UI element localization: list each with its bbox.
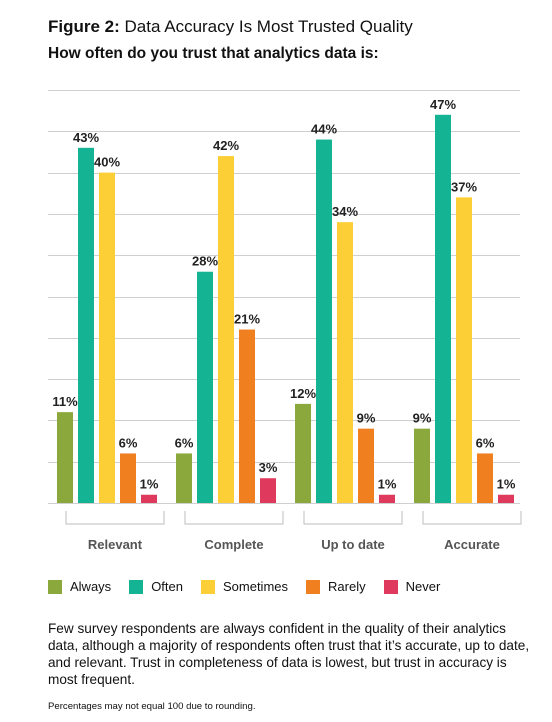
chart-title: Figure 2: Data Accuracy Is Most Trusted … bbox=[48, 16, 413, 38]
bar-often-accurate bbox=[435, 114, 451, 503]
bar-always-relevant bbox=[57, 412, 73, 503]
legend-swatch bbox=[129, 579, 144, 594]
bar-sometimes-relevant bbox=[99, 172, 115, 503]
value-label: 12% bbox=[290, 386, 316, 401]
bar-often-relevant bbox=[78, 147, 94, 503]
legend-swatch bbox=[383, 579, 398, 594]
bar-always-up-to-date bbox=[295, 403, 311, 503]
bar-often-up-to-date bbox=[316, 139, 332, 503]
figure-title: Data Accuracy Is Most Trusted Quality bbox=[124, 17, 413, 36]
legend-label: Never bbox=[405, 579, 441, 594]
category-bracket bbox=[184, 511, 284, 525]
value-label: 40% bbox=[94, 155, 120, 170]
value-label: 6% bbox=[175, 435, 194, 450]
category-label: Relevant bbox=[88, 537, 143, 552]
value-label: 3% bbox=[259, 460, 278, 475]
value-label: 6% bbox=[476, 435, 495, 450]
bar-never-relevant bbox=[141, 494, 157, 503]
legend-item-always: Always bbox=[48, 579, 111, 594]
bar-never-complete bbox=[260, 478, 276, 503]
value-label: 1% bbox=[497, 477, 516, 492]
category-label: Accurate bbox=[444, 537, 500, 552]
bar-chart: 11% 43% 40% 6% 1% 6% 28% 42% 21% 3% 12% 44% 34% 9% 1% 9… bbox=[48, 90, 522, 552]
value-label: 6% bbox=[119, 435, 138, 450]
value-label: 21% bbox=[234, 312, 260, 327]
value-label: 9% bbox=[413, 411, 432, 426]
bar-sometimes-accurate bbox=[456, 197, 472, 503]
category-bracket bbox=[65, 511, 165, 525]
value-label: 11% bbox=[52, 394, 78, 409]
value-label: 28% bbox=[192, 254, 218, 269]
legend-label: Often bbox=[151, 579, 183, 594]
value-label: 1% bbox=[378, 477, 397, 492]
chart-subtitle: How often do you trust that analytics da… bbox=[48, 45, 379, 62]
bar-never-up-to-date bbox=[379, 494, 395, 503]
legend-swatch bbox=[306, 579, 321, 594]
bar-sometimes-up-to-date bbox=[337, 222, 353, 503]
bar-always-accurate bbox=[414, 428, 430, 503]
bar-often-complete bbox=[197, 271, 213, 503]
bar-sometimes-complete bbox=[218, 156, 234, 503]
category-label: Complete bbox=[204, 537, 263, 552]
bar-rarely-relevant bbox=[120, 453, 136, 503]
legend-item-rarely: Rarely bbox=[306, 579, 366, 594]
bar-rarely-accurate bbox=[477, 453, 493, 503]
bar-always-complete bbox=[176, 453, 192, 503]
legend-label: Rarely bbox=[328, 579, 366, 594]
value-label: 1% bbox=[140, 477, 159, 492]
value-label: 9% bbox=[357, 411, 376, 426]
category-bracket bbox=[303, 511, 403, 525]
value-label: 44% bbox=[311, 122, 337, 137]
legend-item-never: Never bbox=[383, 579, 441, 594]
legend-swatch bbox=[200, 579, 215, 594]
legend: Always Often Sometimes Rarely Never bbox=[48, 579, 458, 594]
value-label: 47% bbox=[430, 97, 456, 112]
value-labels: 11% 43% 40% 6% 1% 6% 28% 42% 21% 3% 12% 44% 34% 9% 1% 9… bbox=[52, 97, 515, 492]
value-label: 42% bbox=[213, 138, 239, 153]
figure-label: Figure 2: bbox=[48, 17, 120, 36]
legend-label: Always bbox=[70, 579, 112, 594]
legend-item-often: Often bbox=[129, 579, 183, 594]
x-axis: Relevant Complete Up to date Accurate bbox=[65, 511, 522, 552]
legend-swatch bbox=[48, 579, 62, 594]
value-label: 34% bbox=[332, 204, 358, 219]
value-label: 37% bbox=[451, 179, 477, 194]
bar-rarely-up-to-date bbox=[358, 428, 374, 503]
description-text: Few survey respondents are always confid… bbox=[48, 621, 530, 687]
legend-item-sometimes: Sometimes bbox=[200, 579, 289, 594]
bar-rarely-complete bbox=[239, 329, 255, 503]
legend-label: Sometimes bbox=[222, 579, 289, 594]
bars bbox=[57, 114, 514, 503]
value-label: 43% bbox=[73, 130, 99, 145]
category-label: Up to date bbox=[321, 537, 385, 552]
category-bracket bbox=[422, 511, 522, 525]
footnote: Percentages may not equal 100 due to rou… bbox=[48, 701, 256, 712]
bar-never-accurate bbox=[498, 494, 514, 503]
